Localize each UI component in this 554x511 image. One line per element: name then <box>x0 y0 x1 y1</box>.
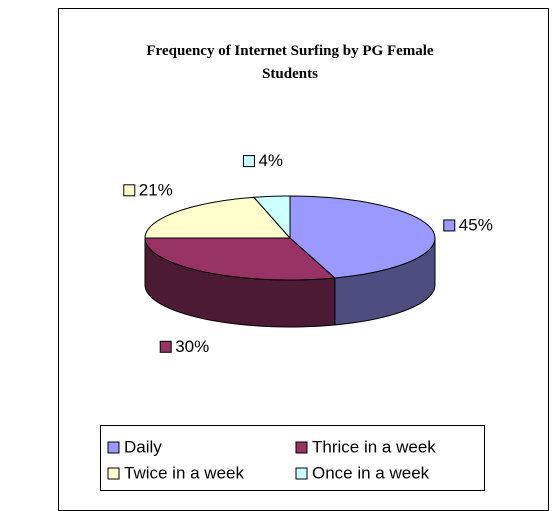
value-label: 30% <box>175 337 209 356</box>
chart-title: Frequency of Internet Surfing by PG Fema… <box>146 43 434 82</box>
legend-label: Once in a week <box>312 463 430 482</box>
legend-key <box>295 441 308 454</box>
legend-box <box>100 425 485 491</box>
legend-label: Daily <box>124 437 162 456</box>
value-label: 4% <box>258 151 283 170</box>
value-label: 21% <box>139 180 173 199</box>
value-label-key <box>123 184 136 197</box>
pie-slice <box>144 196 292 239</box>
legend-label: Thrice in a week <box>312 437 436 456</box>
legend-key <box>107 467 120 480</box>
pie-slice <box>252 195 291 240</box>
legend-key <box>107 441 120 454</box>
pie-slice <box>289 195 436 279</box>
legend-label: Twice in a week <box>124 463 244 482</box>
value-label-key <box>159 340 172 353</box>
value-label: 45% <box>459 215 493 234</box>
value-label-key <box>443 219 456 232</box>
value-label-key <box>242 155 255 168</box>
pie-slice <box>144 237 337 281</box>
legend-key <box>295 467 308 480</box>
